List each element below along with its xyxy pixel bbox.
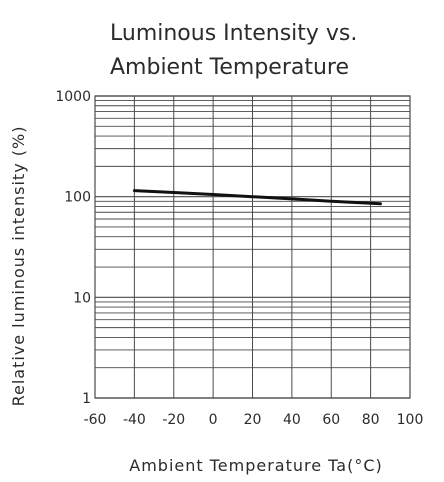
y-tick-label: 1000 (55, 89, 91, 105)
x-tick-label: 40 (283, 412, 301, 428)
chart-title-line-2: Ambient Temperature (110, 55, 349, 80)
chart-title-line-1: Luminous Intensity vs. (110, 21, 357, 46)
y-tick-label: 1 (82, 391, 91, 407)
x-tick-label: 0 (209, 412, 218, 428)
plot-area: -60 -40 -20 0 20 40 60 80 100 1 10 100 1000 (55, 89, 423, 428)
x-tick-label: 100 (397, 412, 424, 428)
x-tick-label: -20 (162, 412, 185, 428)
x-axis-label: Ambient Temperature Ta(°C) (129, 456, 383, 475)
x-tick-label: 20 (244, 412, 262, 428)
series-line (132, 189, 382, 206)
y-tick-label: 100 (64, 190, 91, 206)
y-axis-label: Relative luminous intensity (%) (9, 126, 28, 407)
x-tick-label: 60 (322, 412, 340, 428)
chart-title: Luminous Intensity vs. Ambient Temperatu… (110, 21, 357, 80)
x-tick-label: 80 (362, 412, 380, 428)
x-tick-label: -60 (84, 412, 107, 428)
x-tick-label: -40 (123, 412, 146, 428)
y-tick-label: 10 (73, 290, 91, 306)
